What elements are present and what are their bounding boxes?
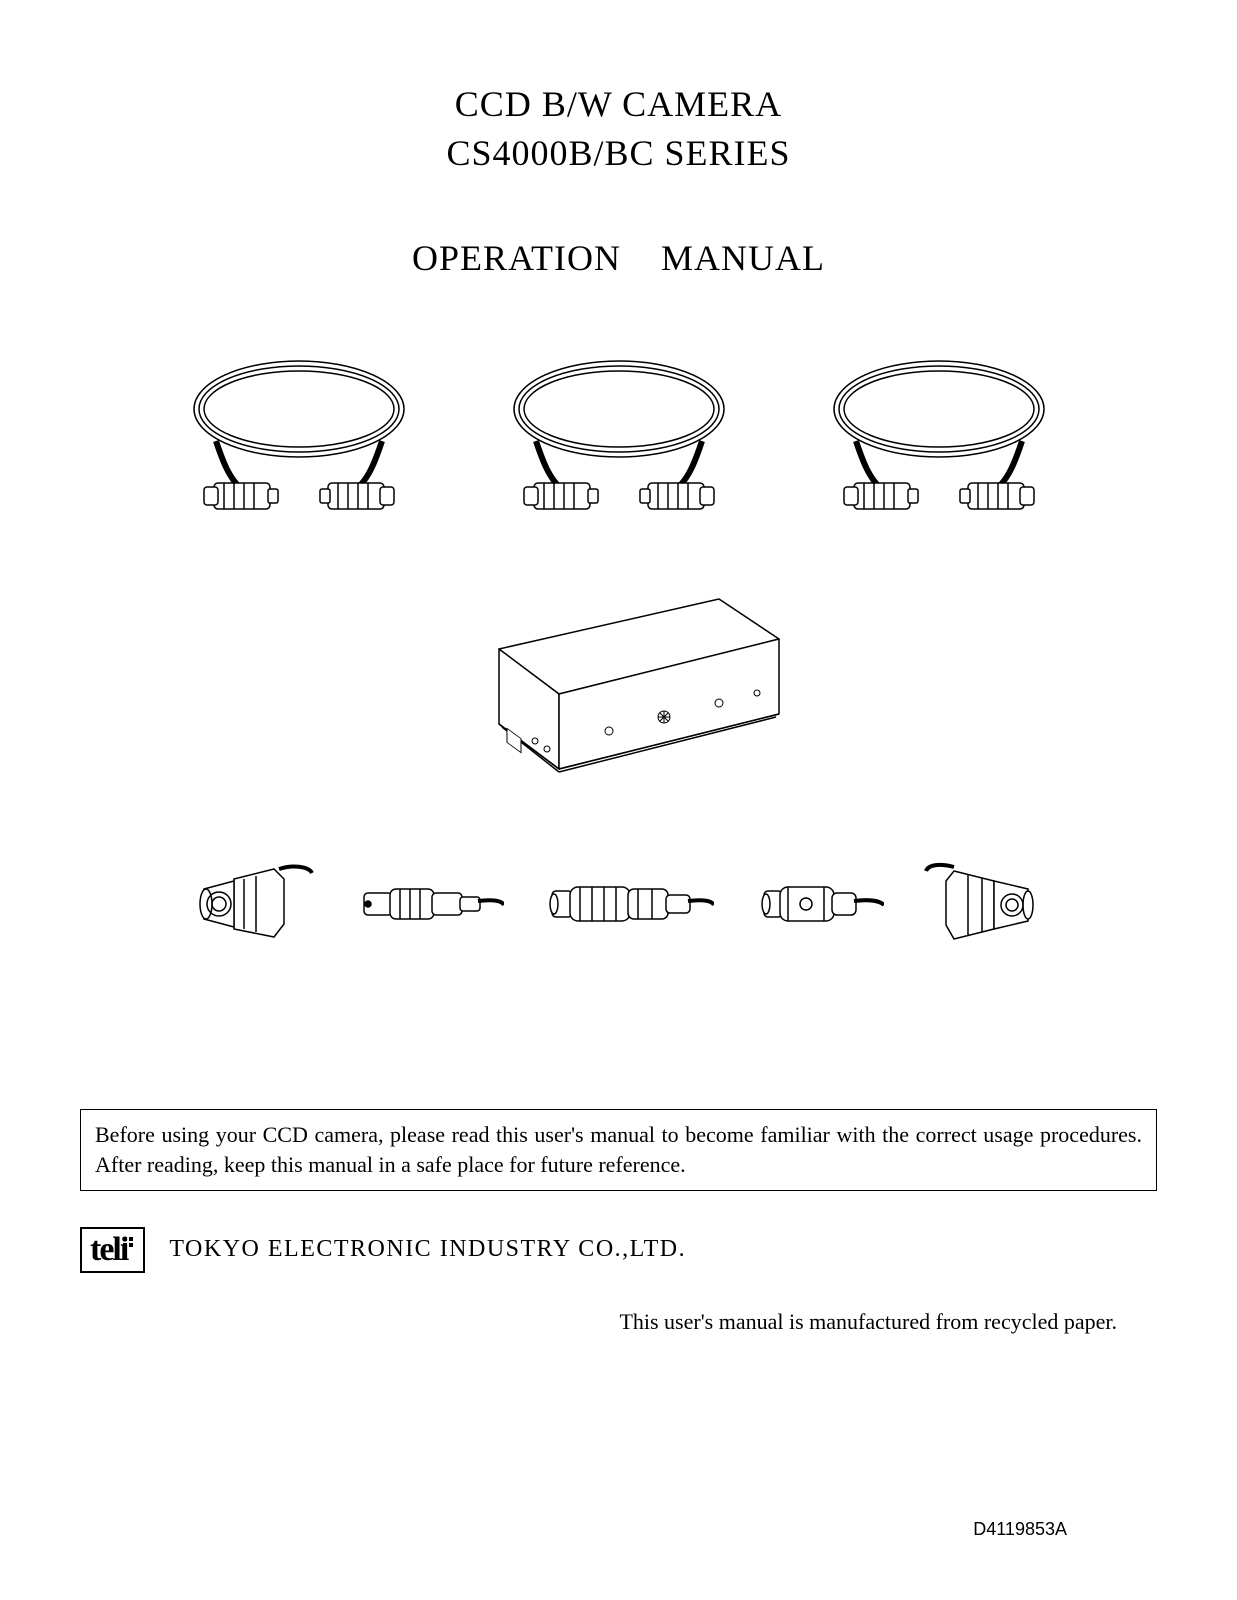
cable-illustration-2 [494, 349, 744, 529]
logo-text: teli [90, 1231, 127, 1268]
title-line-1: CCD B/W CAMERA [80, 80, 1157, 129]
logo-dots-icon [123, 1233, 135, 1263]
connector-row [184, 859, 1054, 949]
teli-logo: teli [80, 1227, 145, 1273]
cable-illustration-3 [814, 349, 1064, 529]
manual-title: OPERATION MANUAL [80, 237, 1157, 279]
connector-1 [184, 859, 314, 949]
cable-illustration-1 [174, 349, 424, 529]
company-row: teli TOKYO ELECTRONIC INDUSTRY CO.,LTD. [80, 1227, 1157, 1273]
title-line-2: CS4000B/BC SERIES [80, 129, 1157, 178]
cable-row [174, 349, 1064, 529]
title-block: CCD B/W CAMERA CS4000B/BC SERIES OPERATI… [80, 80, 1157, 279]
connector-4 [754, 859, 884, 949]
document-id: D4119853A [973, 1519, 1067, 1540]
recycled-note: This user's manual is manufactured from … [80, 1309, 1157, 1335]
notice-box: Before using your CCD camera, please rea… [80, 1109, 1157, 1190]
company-name: TOKYO ELECTRONIC INDUSTRY CO.,LTD. [169, 1236, 686, 1263]
connector-3 [544, 859, 714, 949]
connector-2 [354, 859, 504, 949]
figure-area [80, 349, 1157, 949]
control-unit-illustration [439, 569, 799, 809]
connector-5 [924, 859, 1054, 949]
